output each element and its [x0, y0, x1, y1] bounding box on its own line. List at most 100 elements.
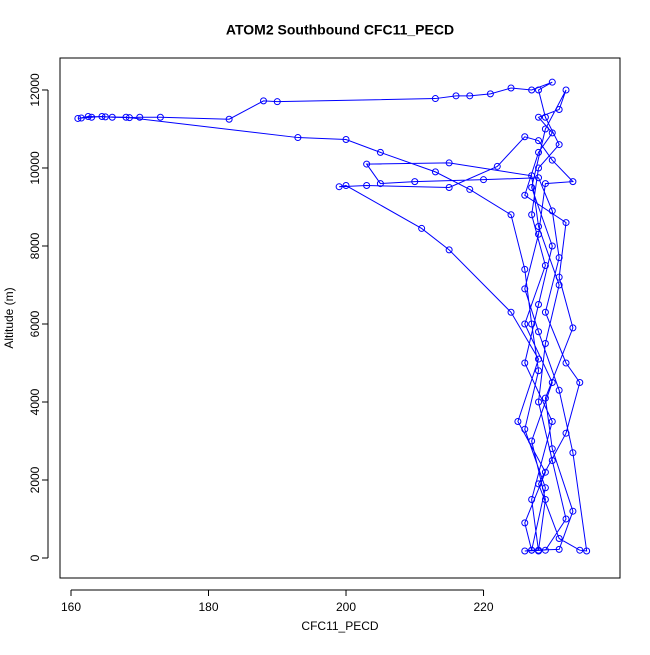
point [548, 417, 556, 425]
point [136, 113, 144, 121]
point [541, 261, 549, 269]
point [562, 219, 570, 227]
point [452, 92, 460, 100]
point [555, 141, 563, 149]
point [562, 359, 570, 367]
point [528, 320, 536, 328]
point [562, 86, 570, 94]
point [555, 281, 563, 289]
point [363, 160, 371, 168]
point [541, 180, 549, 188]
y-tick-label: 4000 [28, 388, 42, 415]
point [273, 98, 281, 106]
y-tick-label: 8000 [28, 232, 42, 259]
point [411, 178, 419, 186]
point [535, 398, 543, 406]
point [156, 113, 164, 121]
point [535, 328, 543, 336]
point [535, 148, 543, 156]
point [88, 113, 96, 121]
point [514, 417, 522, 425]
x-tick-label: 200 [336, 600, 356, 614]
point [125, 114, 133, 122]
point [569, 324, 577, 332]
point [431, 95, 439, 103]
point [569, 178, 577, 186]
point [562, 429, 570, 437]
point [122, 113, 130, 121]
point [555, 386, 563, 394]
point [342, 182, 350, 190]
point [541, 495, 549, 503]
point [528, 211, 536, 219]
point [548, 456, 556, 464]
point [535, 480, 543, 488]
point [225, 115, 233, 123]
point [569, 507, 577, 515]
x-axis-label: CFC11_PECD [301, 619, 378, 633]
point [521, 425, 529, 433]
point [77, 114, 85, 122]
point [521, 133, 529, 141]
point [548, 445, 556, 453]
point [101, 113, 109, 121]
point [521, 519, 529, 527]
point [569, 449, 577, 457]
point [507, 211, 515, 219]
point [521, 359, 529, 367]
point [466, 92, 474, 100]
point [555, 273, 563, 281]
point [507, 308, 515, 316]
point [445, 183, 453, 191]
point [342, 136, 350, 144]
point [528, 546, 536, 554]
point [583, 547, 591, 555]
point [507, 84, 515, 92]
y-tick-label: 12000 [28, 73, 42, 107]
point [466, 185, 474, 193]
point [548, 242, 556, 250]
point [548, 207, 556, 215]
point [535, 137, 543, 145]
point [376, 180, 384, 188]
y-axis-label: Altitude (m) [2, 287, 16, 348]
point [541, 113, 549, 121]
point [555, 534, 563, 542]
point [535, 113, 543, 121]
point [555, 545, 563, 553]
point [521, 547, 529, 555]
point [535, 230, 543, 238]
x-tick-label: 160 [61, 600, 81, 614]
point [486, 90, 494, 98]
point [74, 114, 82, 122]
point [528, 86, 536, 94]
point [535, 222, 543, 230]
point [363, 182, 371, 190]
point [555, 254, 563, 262]
point [535, 164, 543, 172]
plot-frame [59, 57, 621, 579]
point [541, 484, 549, 492]
point [548, 78, 556, 86]
point [576, 378, 584, 386]
point [445, 246, 453, 254]
point [528, 437, 536, 445]
point [541, 468, 549, 476]
point [98, 113, 106, 121]
x-tick-label: 180 [198, 600, 218, 614]
point [548, 129, 556, 137]
point [548, 378, 556, 386]
chart-title: ATOM2 Southbound CFC11_PECD [226, 22, 454, 38]
point [528, 183, 536, 191]
point [576, 546, 584, 554]
point [108, 113, 116, 121]
point [521, 320, 529, 328]
point [418, 224, 426, 232]
point [535, 300, 543, 308]
point [528, 495, 536, 503]
point [521, 191, 529, 199]
point [528, 172, 536, 180]
point [535, 367, 543, 375]
point [541, 339, 549, 347]
